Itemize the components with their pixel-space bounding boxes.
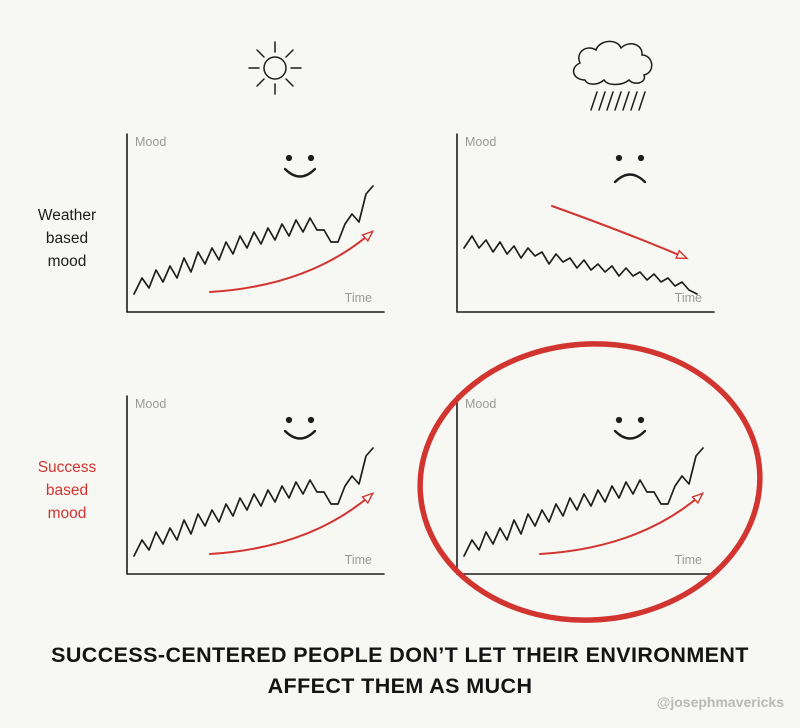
chart-weather-sunny: Mood Time [126,133,385,313]
happy-face-icon [283,416,317,440]
axes [126,133,385,313]
chart-success-left: Mood Time [126,395,385,575]
caption: SUCCESS-CENTERED PEOPLE DON’T LET THEIR … [0,640,800,702]
caption-line-2: AFFECT THEM AS MUCH [267,674,533,698]
sun-icon [248,41,302,95]
mood-line [463,447,704,557]
x-axis-label: Time [675,291,702,305]
mood-line [463,235,698,295]
chart-success-right: Mood Time [456,395,715,575]
y-axis-label: Mood [465,397,496,411]
row-label-weather-based-mood: Weather based mood [37,207,97,270]
y-axis-label: Mood [135,135,166,149]
trend-arrow-up [209,494,372,555]
y-axis-label: Mood [135,397,166,411]
caption-line-1: SUCCESS-CENTERED PEOPLE DON’T LET THEIR … [51,643,749,667]
axes [126,395,385,575]
chart-weather-rainy: Mood Time [456,133,715,313]
mood-line [133,185,374,295]
sad-face-icon [613,154,647,184]
y-axis-label: Mood [465,135,496,149]
trend-arrow-down [551,205,686,258]
axes [456,133,715,313]
happy-face-icon [613,416,647,440]
trend-arrow-up [539,494,702,555]
happy-face-icon [283,154,317,178]
trend-arrow-up [209,232,372,293]
mood-line [133,447,374,557]
watermark: @josephmavericks [656,694,784,710]
row-label-success-based-mood: Success based mood [37,459,97,522]
x-axis-label: Time [345,553,372,567]
x-axis-label: Time [675,553,702,567]
rain-lines [590,91,646,111]
rain-cloud-icon [572,40,653,111]
x-axis-label: Time [345,291,372,305]
